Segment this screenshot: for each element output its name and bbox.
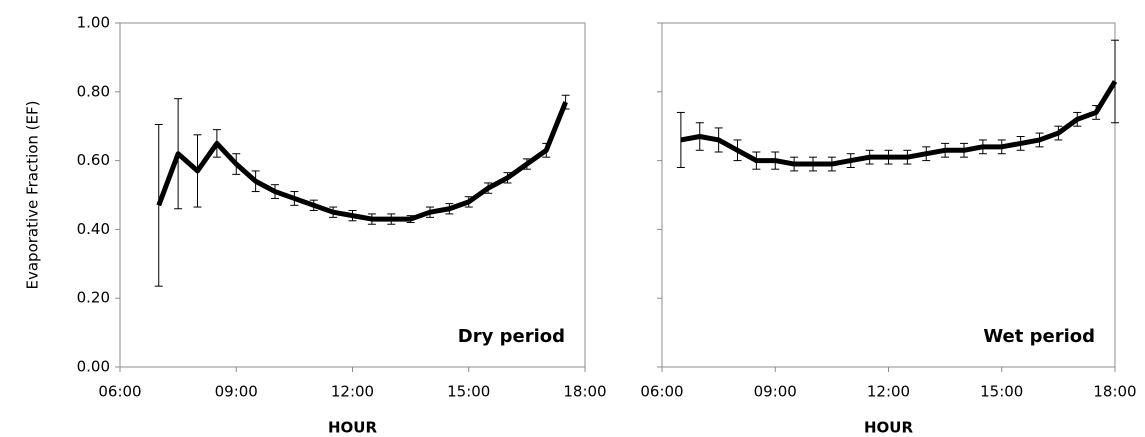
- plot-frame: [119, 22, 586, 368]
- series-line: [680, 80, 1118, 167]
- series-line: [156, 101, 568, 222]
- x-tick-label: 09:00: [754, 383, 797, 401]
- plot-frame: [661, 22, 1116, 368]
- x-axis-label: HOUR: [328, 419, 377, 437]
- y-tick-label: 0.60: [77, 151, 110, 169]
- x-tick-label: 09:00: [215, 383, 258, 401]
- y-axis-label: Evaporative Fraction (EF): [24, 101, 42, 290]
- y-tick-label: 0.20: [77, 289, 110, 307]
- x-tick-label: 12:00: [331, 383, 374, 401]
- x-tick-label: 06:00: [98, 383, 141, 401]
- x-tick-label: 15:00: [447, 383, 490, 401]
- annotation: Wet period: [983, 326, 1095, 347]
- y-tick-label: 1.00: [77, 14, 110, 32]
- x-tick-label: 18:00: [1093, 383, 1136, 401]
- x-tick-label: 06:00: [640, 383, 683, 401]
- x-tick-label: 12:00: [867, 383, 910, 401]
- x-tick-label: 15:00: [980, 383, 1023, 401]
- x-axis-label: HOUR: [864, 419, 913, 437]
- x-tick-label: 18:00: [563, 383, 606, 401]
- y-tick-label: 0.40: [77, 220, 110, 238]
- y-tick-label: 0.80: [77, 82, 110, 100]
- annotation: Dry period: [458, 326, 565, 347]
- y-tick-label: 0.00: [77, 358, 110, 376]
